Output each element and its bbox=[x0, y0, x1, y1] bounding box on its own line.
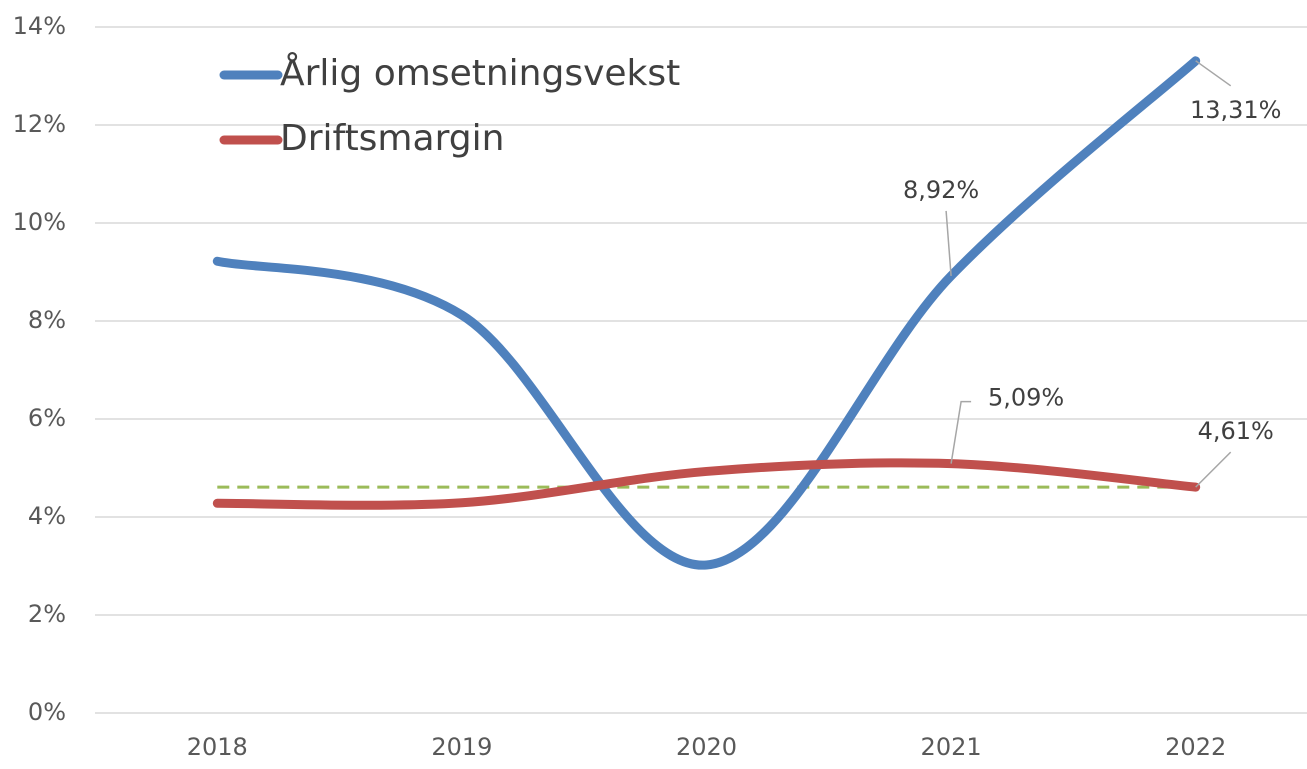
data-label: 8,92% bbox=[903, 176, 979, 204]
leader-line bbox=[950, 400, 972, 464]
x-tick-label: 2021 bbox=[921, 733, 982, 761]
line-series bbox=[212, 56, 1201, 570]
y-tick-label: 6% bbox=[28, 404, 66, 432]
line-series bbox=[212, 458, 1201, 510]
data-label: 13,31% bbox=[1190, 96, 1282, 124]
y-tick-label: 4% bbox=[28, 502, 66, 530]
data-label: 5,09% bbox=[988, 384, 1064, 412]
legend-label: Driftsmargin bbox=[280, 118, 504, 159]
y-tick-label: 12% bbox=[13, 110, 66, 138]
x-tick-label: 2018 bbox=[187, 733, 248, 761]
leader-line bbox=[1195, 451, 1232, 488]
y-tick-label: 8% bbox=[28, 306, 66, 334]
leader-line bbox=[1195, 60, 1232, 87]
data-label: 4,61% bbox=[1198, 417, 1274, 445]
leader-line bbox=[945, 210, 952, 276]
x-tick-label: 2019 bbox=[431, 733, 492, 761]
legend-label: Årlig omsetningsvekst bbox=[280, 51, 680, 94]
y-tick-label: 0% bbox=[28, 698, 66, 726]
x-tick-label: 2020 bbox=[676, 733, 737, 761]
x-tick-label: 2022 bbox=[1165, 733, 1226, 761]
y-tick-label: 2% bbox=[28, 600, 66, 628]
y-tick-label: 10% bbox=[13, 208, 66, 236]
y-tick-label: 14% bbox=[13, 12, 66, 40]
